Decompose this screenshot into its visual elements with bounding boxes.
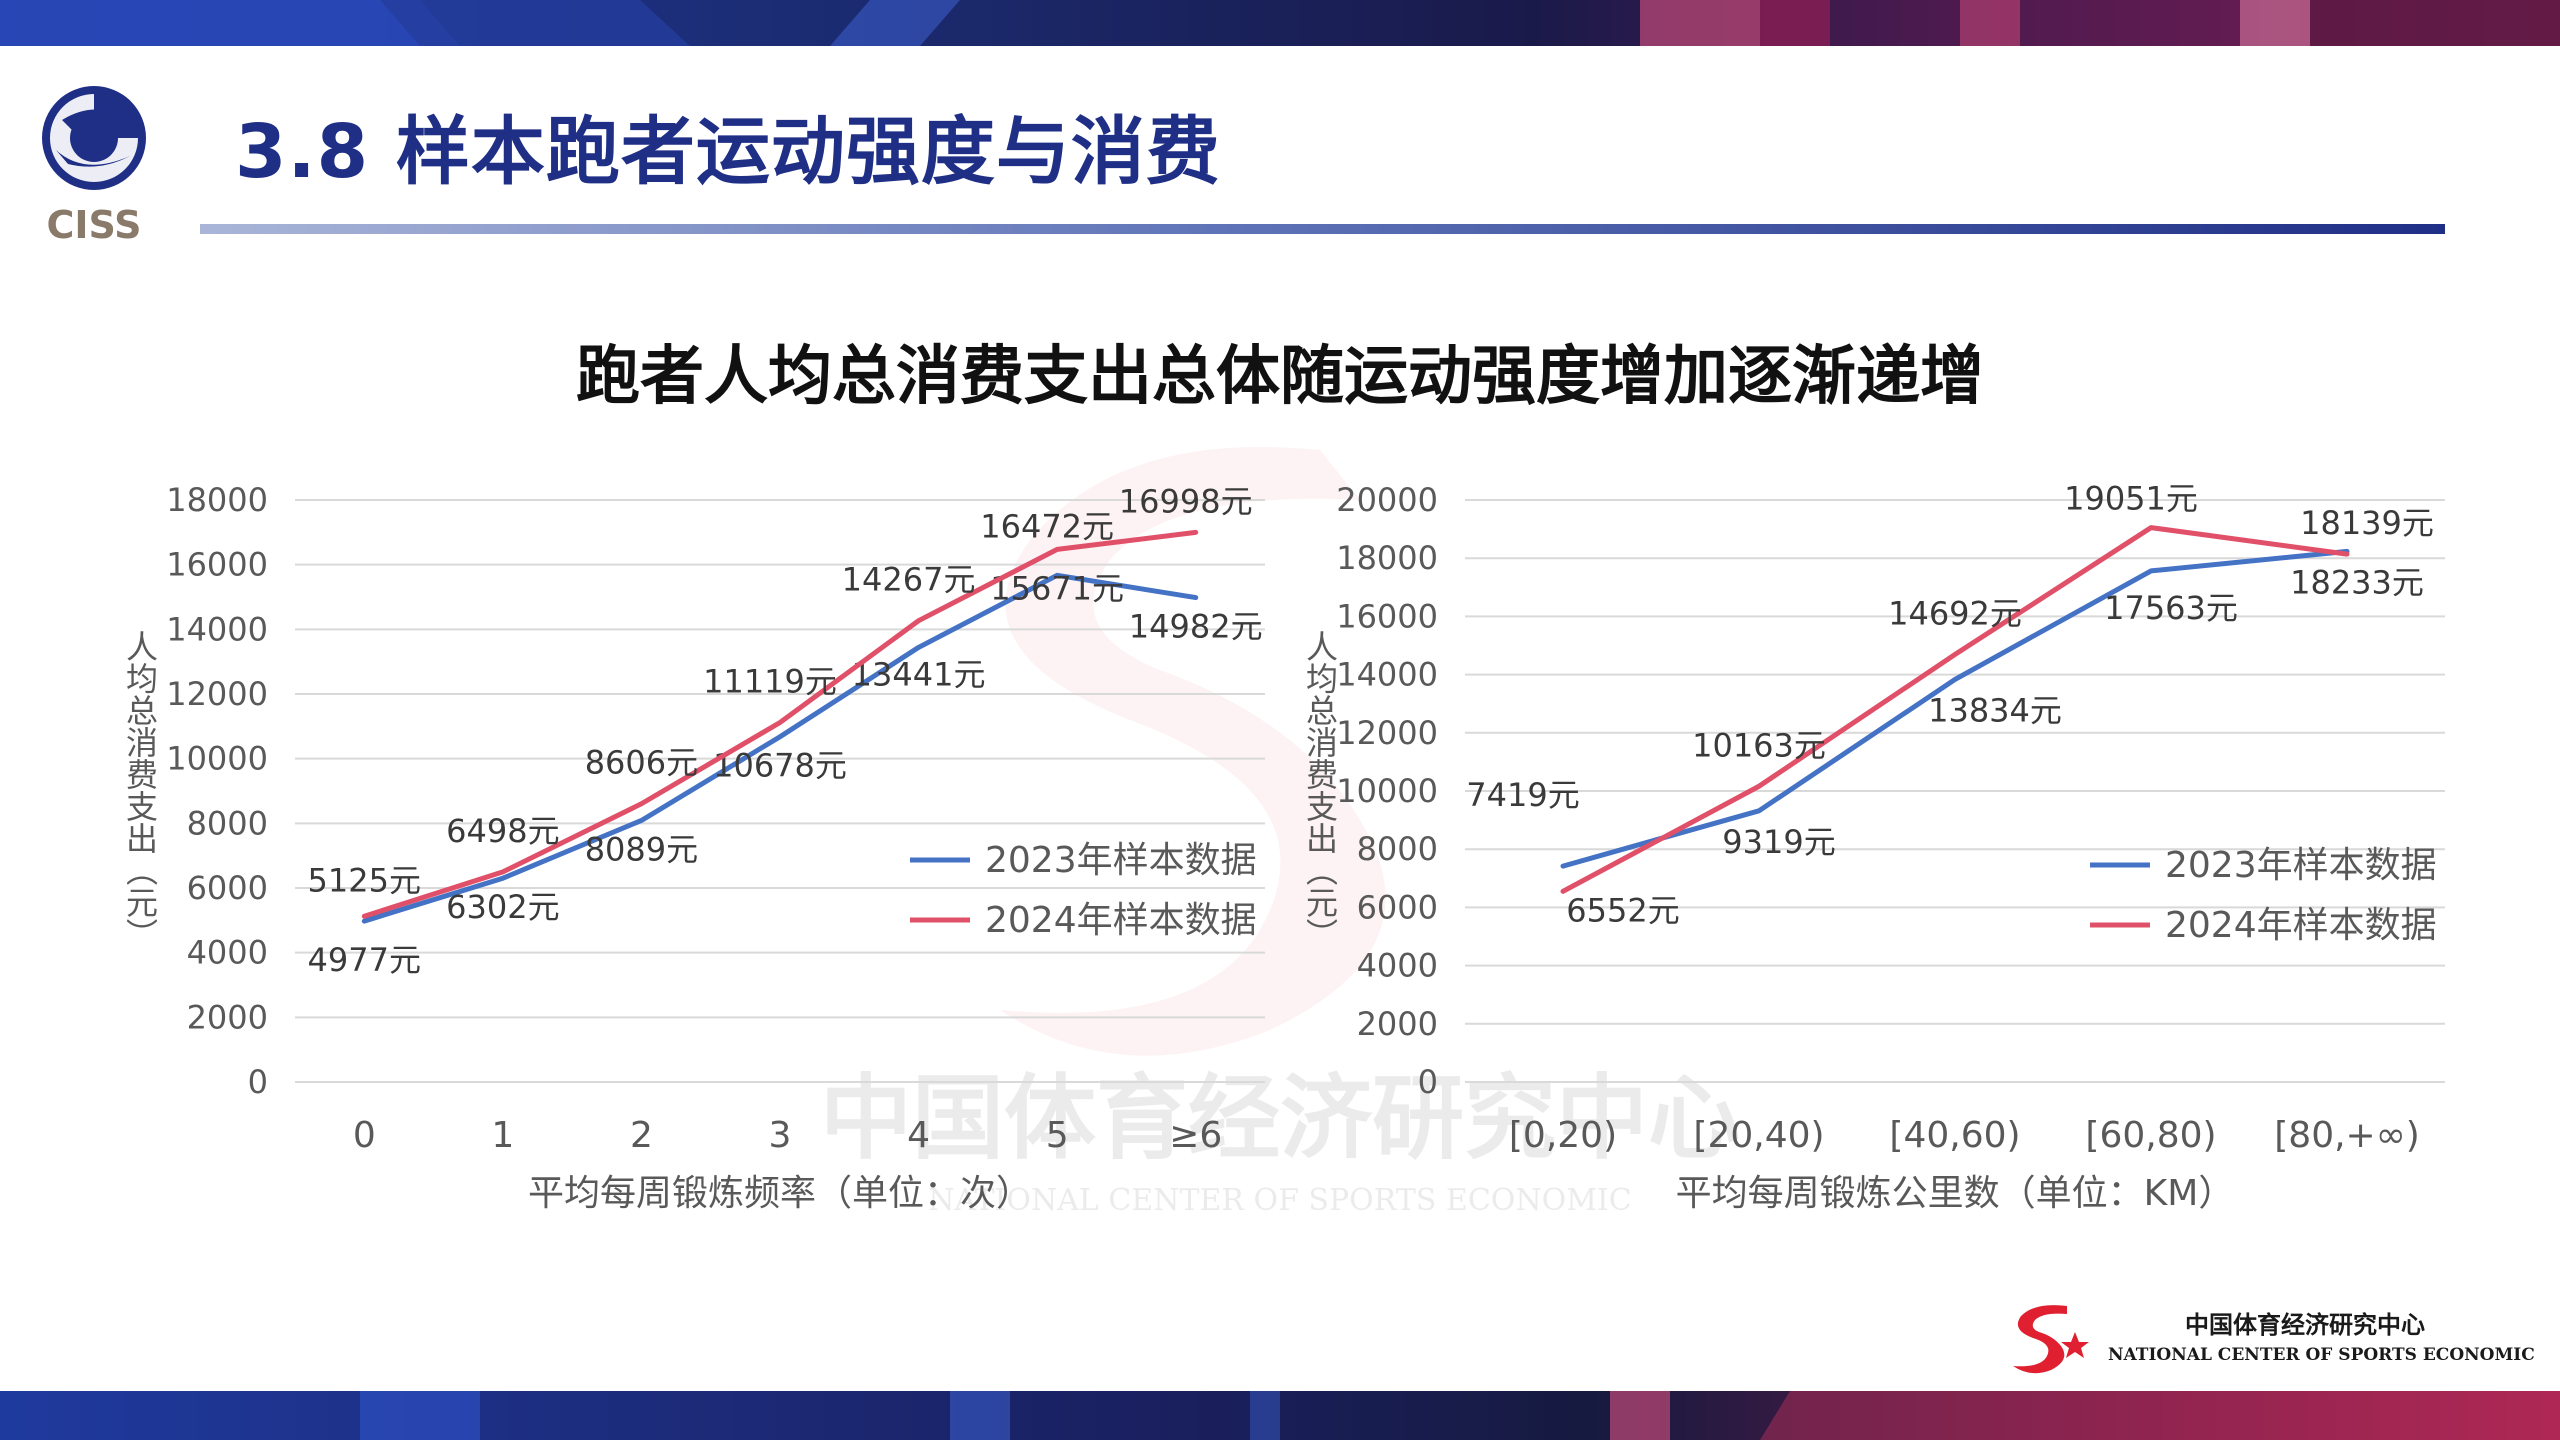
y-tick-label: 14000	[166, 610, 268, 648]
y-tick-label: 20000	[1336, 481, 1438, 519]
data-label: 16998元	[1119, 482, 1253, 520]
legend-label: 2024年样本数据	[2165, 905, 2437, 946]
page-title: 3.8 样本跑者运动强度与消费	[235, 109, 1221, 195]
y-tick-label: 0	[1418, 1063, 1438, 1101]
data-label: 14267元	[842, 561, 976, 599]
legend-label: 2023年样本数据	[2165, 845, 2437, 886]
x-axis-title: 平均每周锻炼公里数（单位：KM）	[1676, 1173, 2235, 1214]
y-tick-label: 2000	[187, 998, 268, 1036]
data-label: 11119元	[703, 662, 837, 700]
x-tick-label: [0,20)	[1509, 1115, 1617, 1156]
data-label: 8606元	[585, 744, 698, 782]
data-label: 17563元	[2104, 589, 2238, 627]
data-label: 18139元	[2300, 504, 2434, 542]
data-label: 14692元	[1888, 594, 2022, 632]
watermark-en: NATIONAL CENTER OF SPORTS ECONOMIC	[928, 1183, 1632, 1218]
chart-headline: 跑者人均总消费支出总体随运动强度增加逐渐递增	[576, 340, 1984, 414]
footer-org-name-cn: 中国体育经济研究中心	[2185, 1310, 2425, 1339]
title-divider	[200, 224, 2445, 234]
x-tick-label: [80,+∞)	[2274, 1115, 2420, 1156]
x-axis-title: 平均每周锻炼频率（单位：次）	[528, 1173, 1032, 1214]
footer-org-name-en: NATIONAL CENTER OF SPORTS ECONOMIC	[2108, 1345, 2535, 1365]
y-axis-title: 人均总消费支出（元）	[1301, 630, 1339, 950]
y-tick-label: 10000	[1336, 772, 1438, 810]
y-axis-title: 人均总消费支出（元）	[121, 630, 159, 950]
y-tick-label: 18000	[166, 481, 268, 519]
footer-logo-icon	[2005, 1300, 2095, 1380]
x-tick-label: 0	[353, 1115, 376, 1156]
y-tick-label: 6000	[187, 869, 268, 907]
x-tick-label: 1	[491, 1115, 514, 1156]
top-decorative-band	[0, 0, 2560, 46]
data-label: 4977元	[308, 941, 421, 979]
y-tick-label: 16000	[166, 546, 268, 584]
y-tick-label: 8000	[187, 804, 268, 842]
data-label: 19051元	[2064, 480, 2198, 518]
data-label: 13834元	[1928, 691, 2062, 729]
y-tick-label: 12000	[1336, 714, 1438, 752]
y-tick-label: 10000	[166, 740, 268, 778]
y-tick-label: 6000	[1357, 888, 1438, 926]
y-tick-label: 12000	[166, 675, 268, 713]
y-tick-label: 4000	[187, 934, 268, 972]
x-tick-label: ≥6	[1169, 1115, 1222, 1156]
x-tick-label: 5	[1046, 1115, 1069, 1156]
data-label: 10163元	[1692, 726, 1826, 764]
ciss-logo: CISS	[34, 80, 154, 250]
x-tick-label: [20,40)	[1693, 1115, 1824, 1156]
data-label: 6498元	[446, 812, 559, 850]
chart-weekly-distance: 0 2000 4000 6000 8000 10000 12000 14000 16000 180…	[1301, 480, 2445, 1214]
legend-label: 2024年样本数据	[985, 900, 1257, 941]
data-label: 6552元	[1566, 891, 1679, 929]
bottom-decorative-band	[0, 1391, 2560, 1440]
data-label: 10678元	[713, 747, 847, 785]
data-label: 6302元	[446, 888, 559, 926]
data-label: 9319元	[1722, 823, 1835, 861]
x-tick-label: 2	[630, 1115, 653, 1156]
data-label: 15671元	[990, 569, 1124, 607]
data-label: 5125元	[308, 861, 421, 899]
data-label: 13441元	[852, 655, 986, 693]
data-label: 14982元	[1129, 608, 1263, 646]
x-tick-label: [60,80)	[2085, 1115, 2216, 1156]
y-tick-label: 18000	[1336, 539, 1438, 577]
y-tick-label: 14000	[1336, 656, 1438, 694]
y-tick-label: 16000	[1336, 597, 1438, 635]
y-tick-label: 2000	[1357, 1005, 1438, 1043]
x-tick-label: [40,60)	[1889, 1115, 2020, 1156]
data-label: 8089元	[585, 830, 698, 868]
data-label: 7419元	[1466, 776, 1579, 814]
y-tick-label: 0	[248, 1063, 268, 1101]
logo-text: CISS	[46, 203, 141, 247]
chart-weekly-frequency: 0200040006000800010000120001400016000180…	[121, 481, 1265, 1214]
data-label: 18233元	[2290, 563, 2424, 601]
x-tick-label: 3	[769, 1115, 792, 1156]
data-label: 16472元	[980, 507, 1114, 545]
x-tick-label: 4	[907, 1115, 930, 1156]
legend-label: 2023年样本数据	[985, 840, 1257, 881]
y-tick-label: 4000	[1357, 947, 1438, 985]
y-tick-label: 8000	[1357, 830, 1438, 868]
